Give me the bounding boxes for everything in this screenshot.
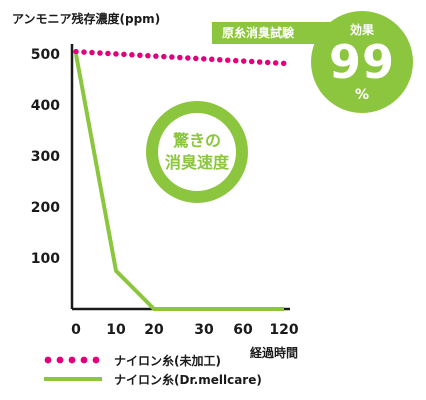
callout-line-2: 消臭速度 (164, 153, 229, 172)
callout-line-1: 驚きの (172, 131, 221, 150)
y-tick-label: 300 (31, 149, 60, 165)
x-axis-label: 経過時間 (250, 346, 299, 360)
y-tick-label: 400 (31, 98, 60, 114)
x-tick-label: 20 (144, 322, 164, 338)
effect-label: 効果 (349, 23, 374, 37)
y-tick-label: 100 (31, 251, 60, 267)
x-tick-label: 120 (269, 322, 298, 338)
series-line-untreated (73, 48, 287, 67)
x-tick-label: 10 (106, 322, 126, 338)
callout-ring: 驚きの 消臭速度 (146, 101, 248, 203)
y-tick-label: 200 (31, 200, 60, 216)
series-line-treated (74, 53, 284, 311)
x-tick-label: 0 (71, 322, 81, 338)
legend-label-treated: ナイロン糸(Dr.mellcare) (114, 372, 262, 387)
effect-badge: 効果 99 % (311, 11, 413, 113)
legend-label-untreated: ナイロン糸(未加工) (114, 353, 221, 368)
test-name-banner: 原糸消臭試験 (212, 22, 336, 44)
y-tick-label: 500 (31, 47, 60, 63)
legend-swatch-dotted (44, 356, 100, 364)
x-tick-label: 30 (194, 322, 214, 338)
y-axis-label: アンモニア残存濃度(ppm) (12, 12, 161, 26)
legend-item-untreated: ナイロン糸(未加工) (44, 351, 221, 369)
effect-unit: % (354, 87, 370, 103)
x-tick-label: 60 (233, 322, 253, 338)
legend-swatch-solid (44, 377, 102, 381)
legend-item-treated: ナイロン糸(Dr.mellcare) (44, 370, 262, 388)
effect-value: 99 (328, 35, 395, 89)
